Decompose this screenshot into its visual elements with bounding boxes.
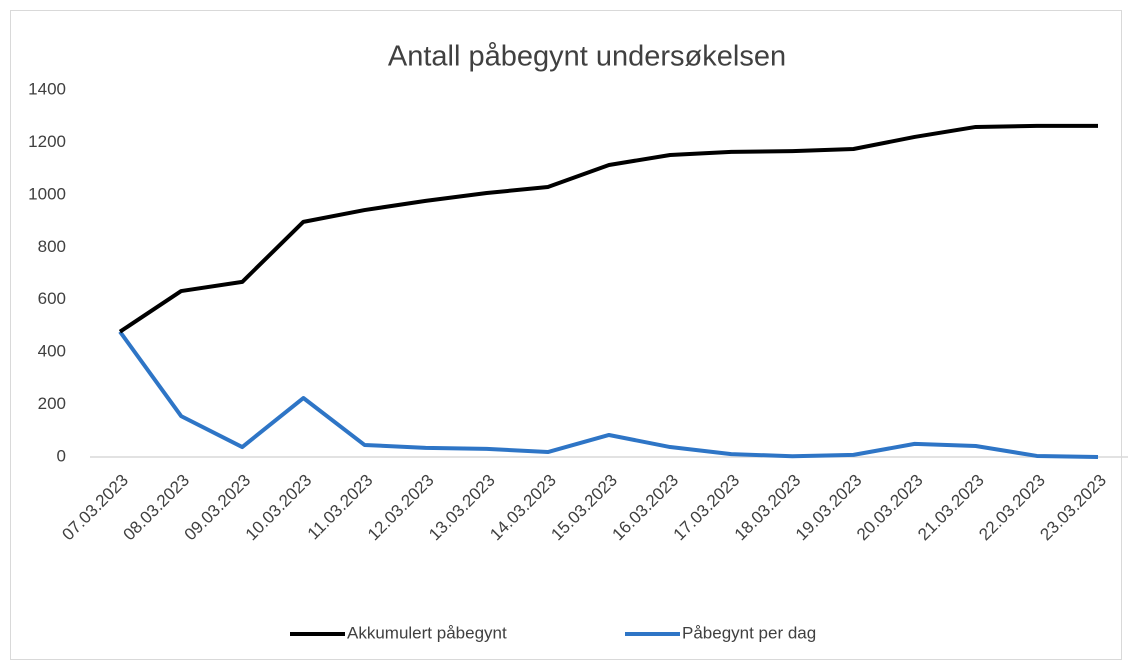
series-line (118, 330, 1099, 459)
chart-title: Antall påbegynt undersøkelsen (388, 41, 786, 73)
legend-label: Akkumulert påbegynt (347, 623, 507, 642)
y-tick-label: 600 (38, 289, 66, 308)
y-tick-label: 800 (38, 237, 66, 256)
chart-frame (10, 10, 1122, 660)
y-tick-label: 0 (57, 446, 66, 465)
y-tick-label: 1000 (28, 184, 66, 203)
y-tick-label: 200 (38, 394, 66, 413)
series-line (118, 123, 1098, 334)
y-tick-label: 400 (38, 342, 66, 361)
y-tick-label: 1400 (28, 79, 66, 98)
y-tick-label: 1200 (28, 132, 66, 151)
legend-label: Påbegynt per dag (682, 623, 816, 642)
